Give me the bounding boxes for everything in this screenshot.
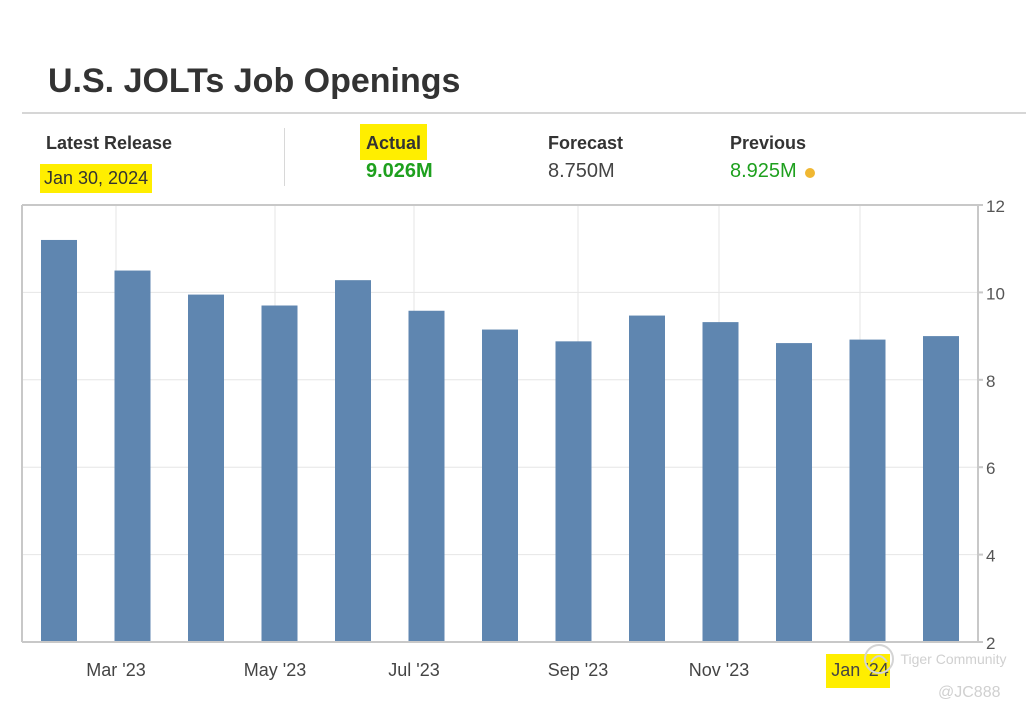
y-tick-label: 8 xyxy=(986,372,995,391)
x-tick-label: Nov '23 xyxy=(689,660,749,680)
actual-value: 9.026M xyxy=(366,160,433,182)
x-tick-label: Mar '23 xyxy=(86,660,145,680)
y-tick-label: 6 xyxy=(986,459,995,478)
y-tick-label: 4 xyxy=(986,547,995,566)
bar-11[interactable] xyxy=(776,343,812,642)
y-tick-label: 10 xyxy=(986,284,1005,303)
bar-7[interactable] xyxy=(482,329,518,642)
page-title: U.S. JOLTs Job Openings xyxy=(48,62,461,100)
forecast-label: Forecast xyxy=(548,133,624,153)
x-tick-label: May '23 xyxy=(244,660,306,680)
bar-4[interactable] xyxy=(261,305,298,642)
latest-release-date: Jan 30, 2024 xyxy=(40,164,153,193)
actual-stat: Actual 9.026M xyxy=(360,124,433,183)
x-tick-label: Jan '24 xyxy=(831,660,888,680)
bar-12[interactable] xyxy=(849,339,886,642)
x-tick-label: Jul '23 xyxy=(388,660,439,680)
bar-6[interactable] xyxy=(408,310,445,642)
y-tick-label: 2 xyxy=(986,634,995,653)
forecast-value: 8.750M xyxy=(548,160,615,182)
x-tick-highlight xyxy=(826,654,890,688)
stats-divider xyxy=(284,128,285,186)
bar-5[interactable] xyxy=(335,280,371,642)
bar-1[interactable] xyxy=(41,239,77,642)
latest-release-stat: Latest Release Jan 30, 2024 xyxy=(40,133,173,193)
x-tick-label: Sep '23 xyxy=(548,660,609,680)
previous-value: 8.925M xyxy=(730,160,797,182)
tiger-logo-icon xyxy=(864,644,894,674)
bar-3[interactable] xyxy=(188,294,224,642)
bars xyxy=(41,239,959,642)
axis-labels: 2 4 6 8 10 12 Mar '23 May '23 Jul '23 Sep '23 Nov … xyxy=(86,197,1005,688)
watermark: Tiger Community xyxy=(862,642,1007,676)
axes xyxy=(21,204,983,643)
bar-10[interactable] xyxy=(702,322,739,642)
watermark-handle: @JC888 xyxy=(938,684,1001,701)
status-dot-icon xyxy=(804,167,815,178)
y-tick-label: 12 xyxy=(986,197,1005,216)
actual-label: Actual xyxy=(360,124,428,160)
watermark-brand: Tiger Community xyxy=(900,651,1007,667)
latest-release-label: Latest Release xyxy=(46,133,173,153)
bar-9[interactable] xyxy=(629,315,665,642)
previous-label: Previous xyxy=(730,133,807,153)
previous-stat: Previous 8.925M xyxy=(730,133,815,183)
title-divider xyxy=(22,112,1026,114)
bar-2[interactable] xyxy=(114,270,151,642)
forecast-stat: Forecast 8.750M xyxy=(548,133,623,183)
bar-8[interactable] xyxy=(555,341,592,642)
bar-13[interactable] xyxy=(923,336,959,642)
